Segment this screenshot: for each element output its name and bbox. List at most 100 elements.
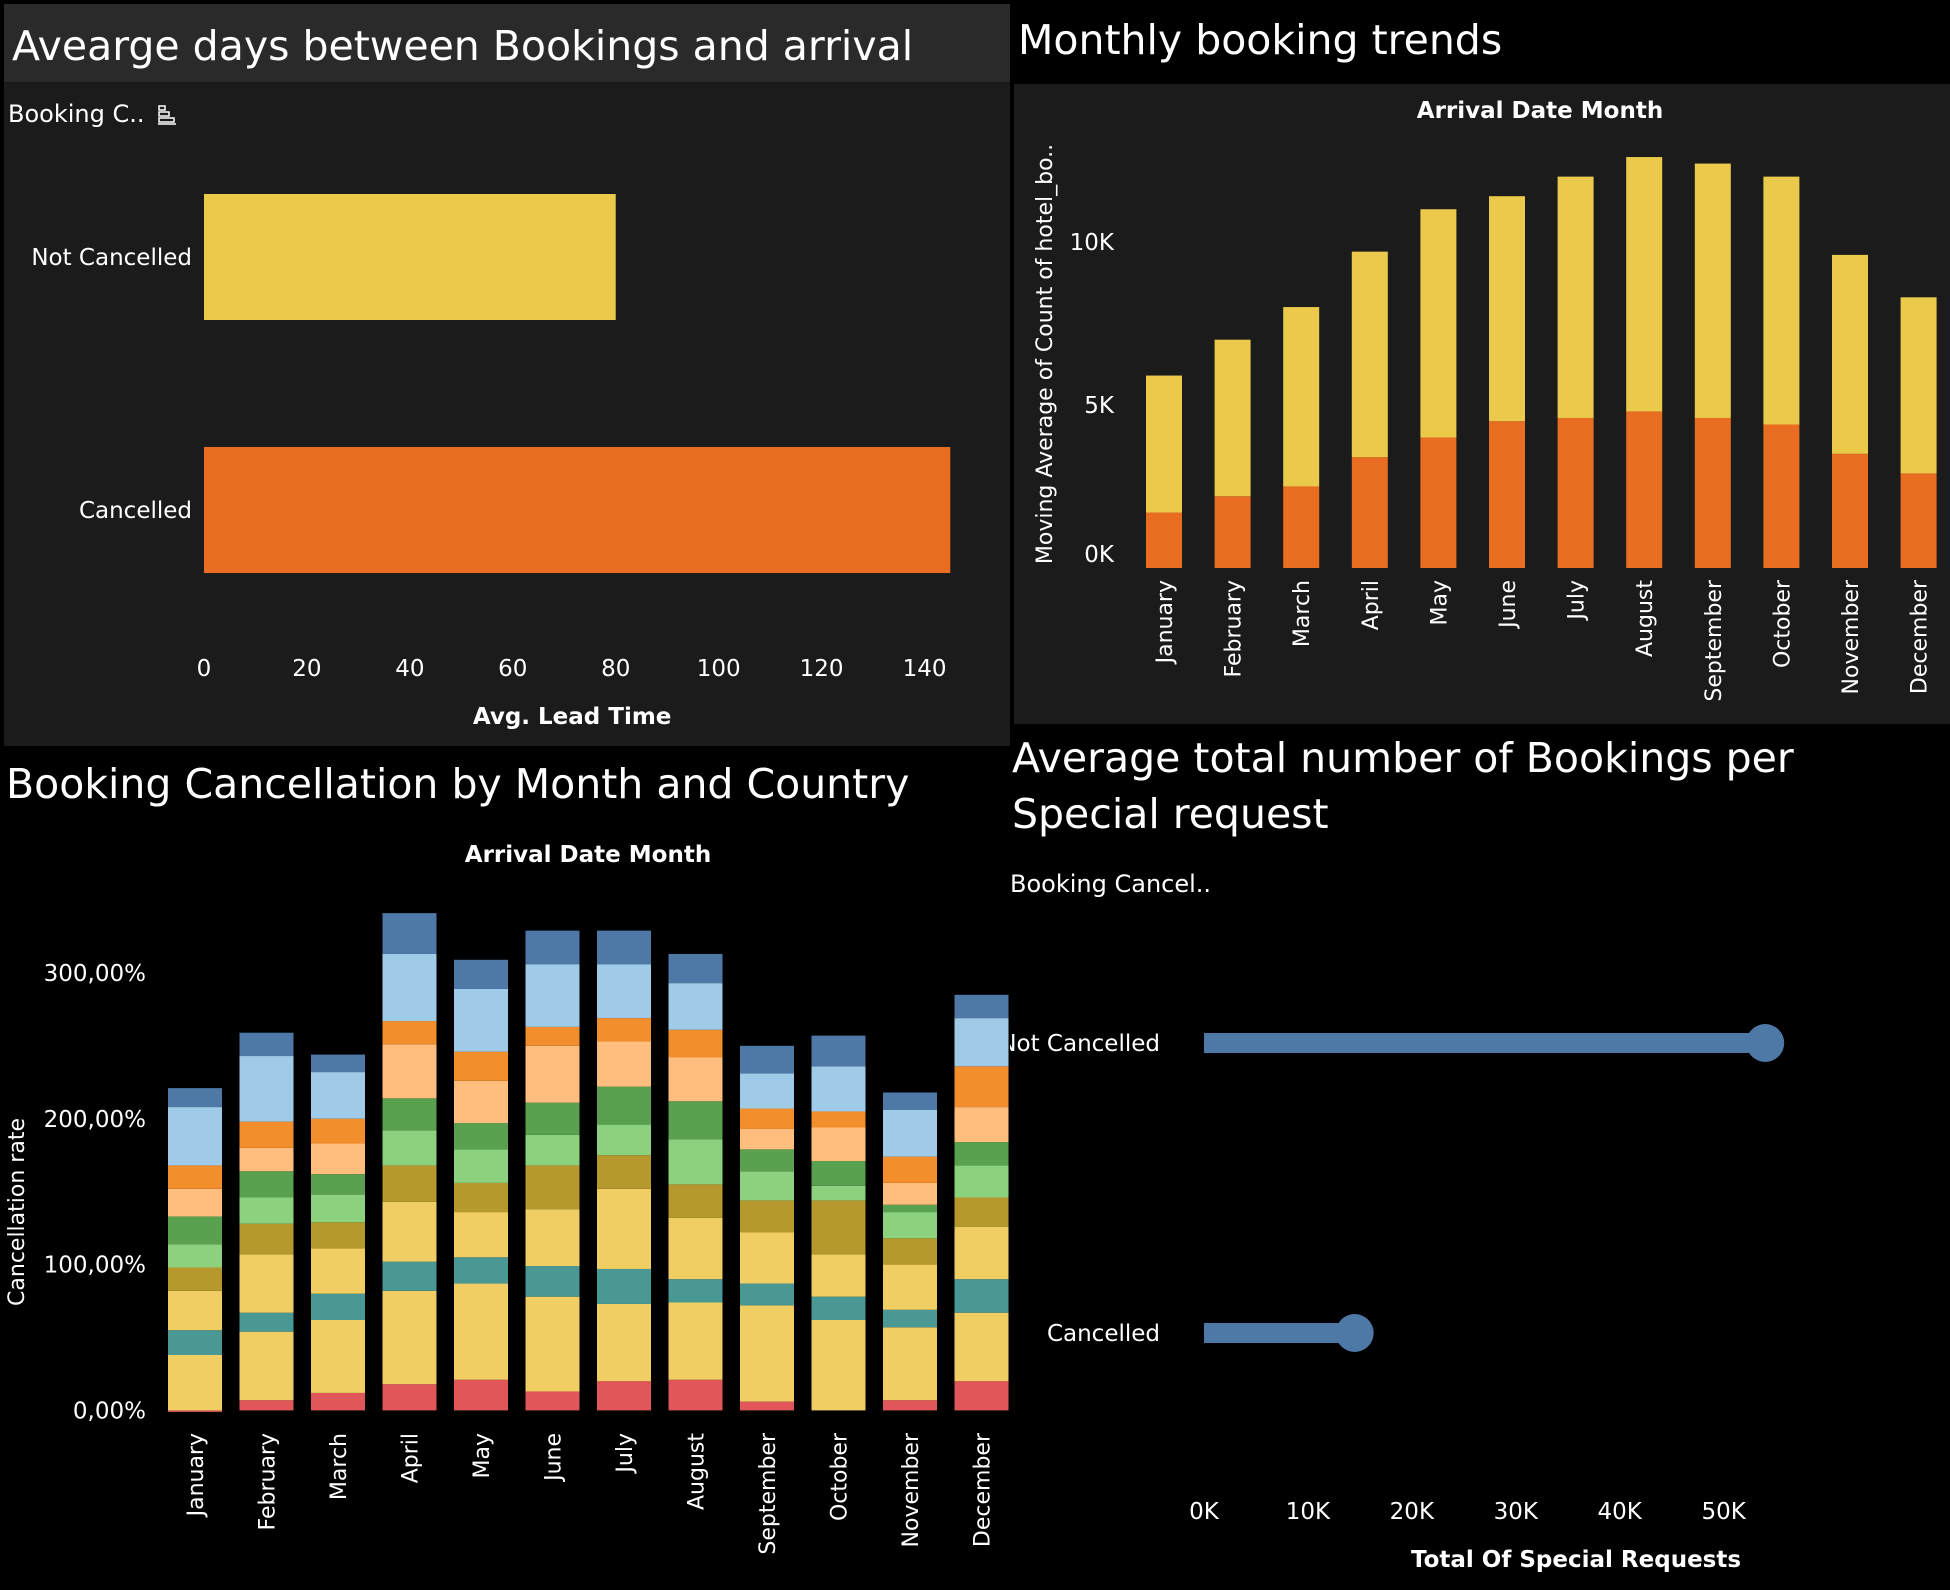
- month-label: July: [613, 1433, 638, 1475]
- y-tick-label: 0,00%: [73, 1398, 146, 1424]
- bar-segment-june: [525, 1134, 580, 1166]
- month-label: February: [1222, 580, 1247, 678]
- bar-segment-may: [454, 1080, 508, 1124]
- bar-not-cancelled: [204, 194, 616, 320]
- bar-segment-april: [382, 1165, 437, 1202]
- bar-segment-march: [311, 1143, 365, 1175]
- bar-segment-march: [311, 1320, 365, 1393]
- bar-segment-december: [954, 1279, 1009, 1313]
- bar-segment-december: [954, 1107, 1009, 1143]
- bar-segment-april: [382, 1201, 437, 1262]
- cancellation-title: Booking Cancellation by Month and Countr…: [6, 760, 910, 808]
- bar-segment-may: [454, 1051, 508, 1081]
- bar-segment-march: [311, 1054, 365, 1073]
- bar-segment-march: [1283, 307, 1320, 487]
- bar-segment-july: [597, 964, 651, 1019]
- bar-segment-december: [954, 1197, 1009, 1227]
- bar-segment-february: [239, 1032, 294, 1057]
- bar-segment-november: [883, 1156, 937, 1183]
- bar-segment-june: [525, 1165, 580, 1210]
- booking-cancel-header[interactable]: Booking C..: [8, 100, 178, 128]
- bar-segment-december: [954, 1018, 1009, 1067]
- x-tick-label: 80: [601, 656, 630, 682]
- y-tick-label: 5K: [1084, 393, 1115, 419]
- bar-segment-august: [668, 1379, 723, 1411]
- bar-segment-april: [382, 1021, 437, 1045]
- bar-cancelled: [204, 447, 951, 573]
- bar-segment-january: [168, 1290, 222, 1331]
- sort-icon[interactable]: [156, 104, 178, 126]
- month-label: May: [1427, 580, 1452, 625]
- y-tick-label: 100,00%: [44, 1253, 146, 1279]
- bar-segment-november: [883, 1212, 937, 1239]
- y-axis-label: Moving Average of Count of hotel_bo..: [1033, 144, 1058, 564]
- x-tick-label: 30K: [1494, 1499, 1539, 1525]
- bar-segment-june: [1489, 196, 1525, 422]
- x-tick-label: 0K: [1189, 1499, 1220, 1525]
- monthly-header: Arrival Date Month: [1417, 98, 1663, 124]
- bar-segment-october: [811, 1254, 866, 1297]
- y-tick-label: 10K: [1070, 230, 1115, 256]
- bar-segment-october: [811, 1200, 866, 1255]
- bar-segment-february: [239, 1331, 294, 1401]
- bar-segment-march: [311, 1222, 365, 1249]
- month-label: April: [399, 1433, 424, 1483]
- bar-segment-january: [168, 1216, 222, 1245]
- bar-segment-october: [811, 1161, 866, 1186]
- month-label: July: [1565, 580, 1590, 622]
- month-label: October: [828, 1432, 853, 1521]
- bar-segment-may: [454, 1283, 508, 1380]
- month-label: December: [1908, 579, 1933, 694]
- bar-segment-july: [597, 1124, 651, 1156]
- x-axis-label: Avg. Lead Time: [473, 704, 672, 730]
- bar-segment-august: [668, 1184, 723, 1218]
- bar-segment-september: [740, 1149, 794, 1172]
- bar-segment-june: [525, 1296, 580, 1392]
- bar-segment-february: [1214, 496, 1251, 568]
- bar-segment-november: [883, 1204, 937, 1213]
- bar-segment-february: [239, 1312, 294, 1332]
- lead-time-panel: Avearge days between Bookings and arriva…: [4, 4, 1010, 746]
- month-label: June: [542, 1433, 567, 1483]
- y-tick-label: 0K: [1084, 542, 1115, 568]
- cancellation-header: Arrival Date Month: [465, 842, 711, 868]
- bar-segment-january: [168, 1244, 222, 1268]
- month-label: September: [756, 1432, 781, 1555]
- cancellation-chart: Arrival Date Month Cancellation rate 0,00%…: [5, 842, 1009, 1555]
- bar-segment-july: [597, 1086, 651, 1125]
- bar-segment-september: [1694, 417, 1731, 568]
- lead-time-title: Avearge days between Bookings and arriva…: [12, 22, 914, 70]
- x-tick-label: 140: [903, 656, 947, 682]
- bar-segment-february: [239, 1147, 294, 1172]
- bar-segment-september: [740, 1232, 794, 1284]
- bar-segment-september: [740, 1171, 794, 1201]
- bar-segment-february: [239, 1223, 294, 1255]
- bar-segment-february: [239, 1171, 294, 1198]
- bar-segment-july: [597, 1155, 651, 1189]
- bar-segment-november: [883, 1182, 937, 1205]
- bar-segment-january: [168, 1410, 222, 1412]
- month-label: February: [256, 1433, 281, 1531]
- month-label: November: [899, 1432, 924, 1547]
- bar-segment-october: [811, 1320, 866, 1411]
- bar-segment-may: [454, 1379, 508, 1411]
- bar-segment-march: [311, 1072, 365, 1119]
- bar-segment-april: [1351, 251, 1388, 458]
- bar-segment-may: [454, 1212, 508, 1258]
- bar-segment-january: [168, 1355, 222, 1411]
- bar-segment-december: [1900, 473, 1937, 568]
- x-tick-label: 100: [697, 656, 741, 682]
- bar-segment-may: [454, 959, 508, 989]
- bar-segment-december: [954, 1165, 1009, 1198]
- bar-segment-february: [239, 1056, 294, 1122]
- bar-segment-august: [668, 983, 723, 1030]
- bar-segment-march: [311, 1392, 365, 1411]
- bar-segment-january: [168, 1188, 222, 1217]
- booking-cancel-header-2[interactable]: Booking Cancel..: [1010, 870, 1212, 898]
- bar-segment-july: [1557, 176, 1594, 418]
- bar-segment-august: [668, 1029, 723, 1058]
- month-label: March: [1290, 580, 1315, 647]
- month-label: August: [1633, 580, 1658, 657]
- bar-segment-august: [668, 953, 723, 984]
- month-label: June: [1496, 580, 1521, 630]
